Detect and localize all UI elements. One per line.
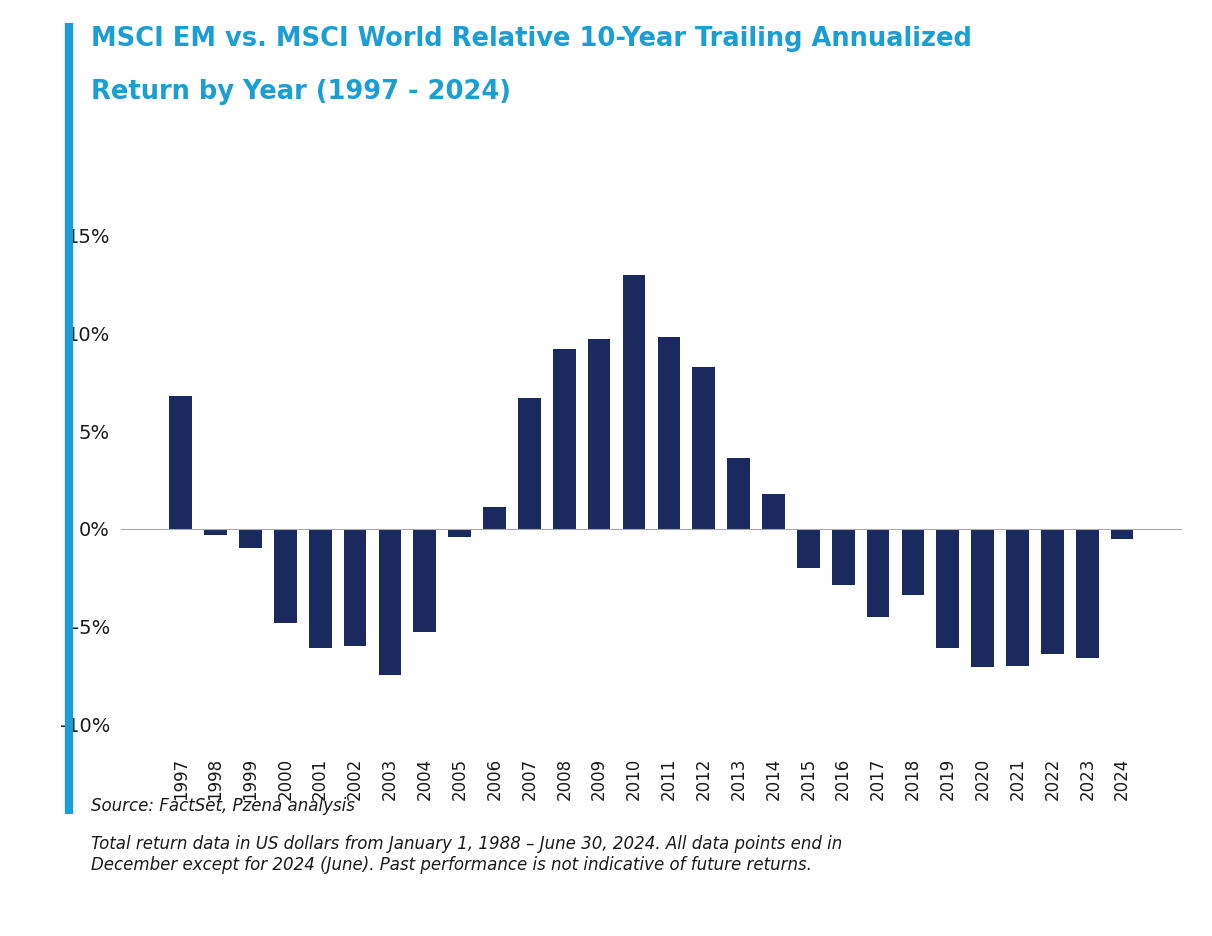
Bar — [1076, 529, 1098, 658]
Bar — [588, 339, 611, 529]
Bar — [971, 529, 994, 667]
Bar — [1111, 529, 1133, 538]
Bar — [937, 529, 959, 648]
Bar — [692, 367, 715, 529]
Text: MSCI EM vs. MSCI World Relative 10-Year Trailing Annualized: MSCI EM vs. MSCI World Relative 10-Year … — [91, 26, 972, 52]
Bar — [378, 529, 401, 675]
Bar — [902, 529, 925, 595]
Bar — [239, 529, 262, 548]
Bar — [448, 529, 471, 536]
Bar — [1006, 529, 1029, 665]
Text: Source: FactSet, Pzena analysis: Source: FactSet, Pzena analysis — [91, 797, 355, 815]
Bar — [274, 529, 297, 622]
Bar — [553, 349, 576, 529]
Text: Return by Year (1997 - 2024): Return by Year (1997 - 2024) — [91, 79, 511, 105]
Bar — [484, 507, 505, 529]
Bar — [413, 529, 436, 633]
Bar — [623, 275, 645, 529]
Bar — [867, 529, 890, 617]
Bar — [727, 459, 750, 529]
Bar — [831, 529, 854, 585]
Bar — [309, 529, 332, 648]
Bar — [1041, 529, 1064, 654]
Text: Total return data in US dollars from January 1, 1988 – June 30, 2024. All data p: Total return data in US dollars from Jan… — [91, 835, 842, 873]
Bar — [518, 398, 541, 529]
Bar — [170, 396, 191, 529]
Bar — [762, 493, 785, 529]
Bar — [658, 337, 680, 529]
Bar — [344, 529, 366, 646]
Bar — [205, 529, 227, 534]
Bar — [797, 529, 819, 568]
